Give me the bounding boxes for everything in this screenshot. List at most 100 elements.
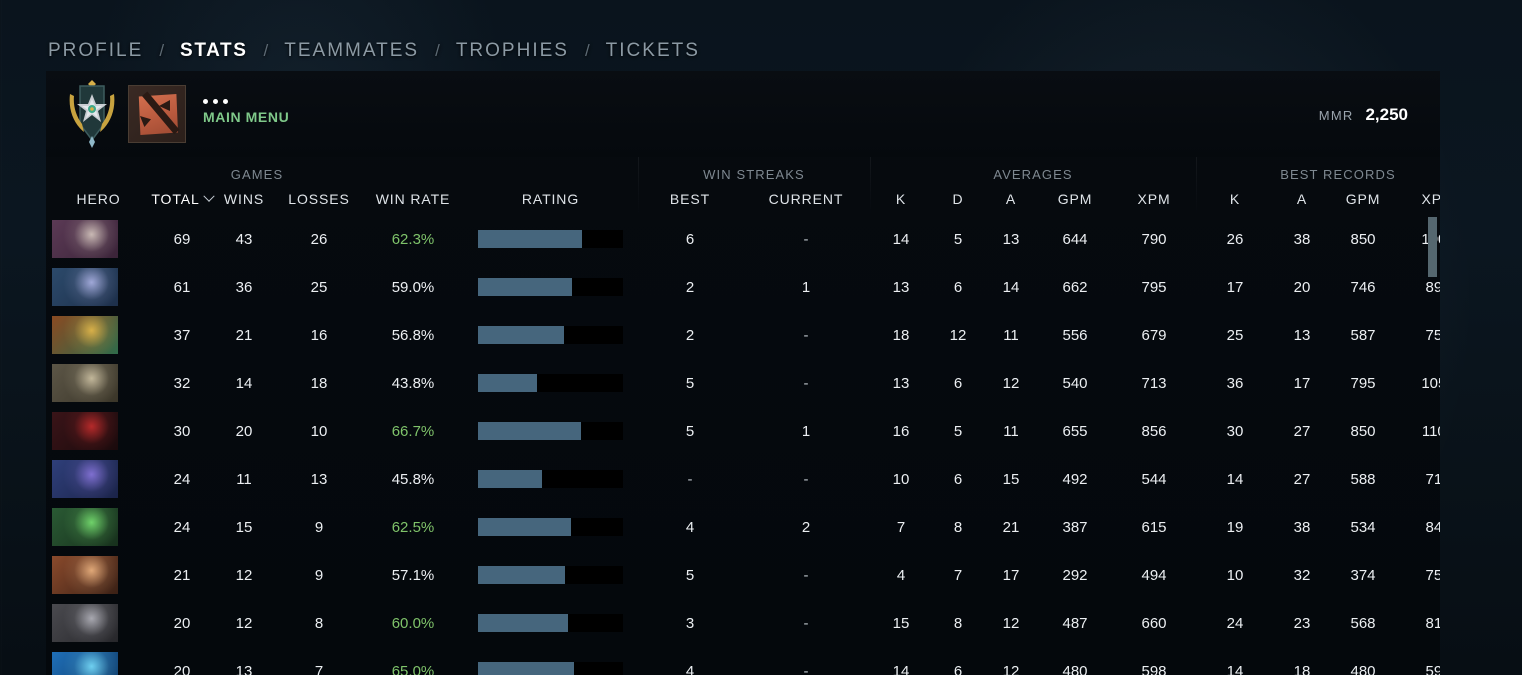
- main-menu-block[interactable]: MAIN MENU: [203, 99, 289, 125]
- hero-portrait[interactable]: [52, 220, 118, 258]
- rating-bar-fill: [478, 422, 581, 440]
- player-avatar[interactable]: [128, 85, 186, 143]
- column-header-label: RATING: [521, 191, 580, 207]
- rating-bar-fill: [478, 278, 573, 296]
- column-group-divider: [1196, 157, 1197, 215]
- table-row[interactable]: 32 14 18 43.8% 5 - 13 6 12 540 713 36 17 795 1055: [46, 359, 1440, 407]
- table-row[interactable]: 20 12 8 60.0% 3 - 15 8 12 487 660 24 23 568 817: [46, 599, 1440, 647]
- column-header-rec-a[interactable]: A: [1274, 183, 1330, 215]
- nav-item-stats[interactable]: STATS: [180, 40, 248, 61]
- group-header-win-streaks: WIN STREAKS: [703, 167, 805, 182]
- column-header-label: LOSSES: [288, 191, 350, 207]
- column-header-label: HERO: [76, 191, 121, 207]
- cell-avg-a: 13: [1002, 230, 1020, 248]
- column-header-rec-gpm[interactable]: GPM: [1330, 183, 1396, 215]
- cell-losses: 18: [310, 374, 328, 392]
- hero-portrait[interactable]: [52, 556, 118, 594]
- rating-bar-cell: [463, 470, 638, 488]
- rating-bar-fill: [478, 230, 583, 248]
- table-row[interactable]: 61 36 25 59.0% 2 1 13 6 14 662 795 17 20 746 893: [46, 263, 1440, 311]
- cell-rec-gpm: 534: [1350, 518, 1376, 536]
- cell-avg-xpm: 660: [1141, 614, 1167, 632]
- hero-portrait[interactable]: [52, 652, 118, 675]
- table-row[interactable]: 24 15 9 62.5% 4 2 7 8 21 387 615 19 38 534 849: [46, 503, 1440, 551]
- table-scrollbar-thumb[interactable]: [1428, 217, 1437, 277]
- column-header-rating[interactable]: RATING: [463, 183, 638, 215]
- cell-avg-k: 18: [892, 326, 910, 344]
- table-row[interactable]: 24 11 13 45.8% - - 10 6 15 492 544 14 27 588 718: [46, 455, 1440, 503]
- cell-total: 21: [173, 566, 191, 584]
- column-header-rec-xpm[interactable]: XPM: [1396, 183, 1440, 215]
- cell-rec-gpm: 587: [1350, 326, 1376, 344]
- cell-best: 4: [685, 662, 695, 675]
- column-header-avg-k[interactable]: K: [870, 183, 932, 215]
- column-header-wins[interactable]: WINS: [213, 183, 275, 215]
- nav-item-profile[interactable]: PROFILE: [48, 40, 144, 61]
- nav-item-tickets[interactable]: TICKETS: [605, 40, 700, 61]
- column-header-winrate[interactable]: WIN RATE: [363, 183, 463, 215]
- cell-rec-gpm: 850: [1350, 422, 1376, 440]
- hero-portrait[interactable]: [52, 316, 118, 354]
- more-options-icon[interactable]: [203, 99, 289, 104]
- rating-bar-cell: [463, 662, 638, 675]
- hero-portrait[interactable]: [52, 364, 118, 402]
- column-header-hero[interactable]: HERO: [46, 183, 151, 215]
- cell-avg-gpm: 644: [1062, 230, 1088, 248]
- column-header-losses[interactable]: LOSSES: [275, 183, 363, 215]
- column-header-avg-a[interactable]: A: [984, 183, 1038, 215]
- cell-rec-k: 17: [1226, 278, 1244, 296]
- cell-avg-k: 14: [892, 662, 910, 675]
- cell-current: -: [803, 566, 809, 584]
- column-header-best[interactable]: BEST: [638, 183, 742, 215]
- column-header-current[interactable]: CURRENT: [742, 183, 870, 215]
- cell-avg-k: 13: [892, 278, 910, 296]
- group-header-spacer: [46, 157, 151, 183]
- rating-bar-track: [478, 470, 623, 488]
- table-row[interactable]: 21 12 9 57.1% 5 - 4 7 17 292 494 10 32 374 751: [46, 551, 1440, 599]
- cell-losses: 7: [314, 662, 324, 675]
- hero-portrait[interactable]: [52, 268, 118, 306]
- cell-current: 1: [801, 422, 811, 440]
- cell-avg-d: 6: [953, 374, 963, 392]
- column-header-avg-gpm[interactable]: GPM: [1038, 183, 1112, 215]
- cell-rec-a: 20: [1293, 278, 1311, 296]
- hero-portrait[interactable]: [52, 508, 118, 546]
- cell-wins: 43: [235, 230, 253, 248]
- cell-rec-a: 18: [1293, 662, 1311, 675]
- column-header-label: CURRENT: [768, 191, 844, 207]
- cell-avg-xpm: 615: [1141, 518, 1167, 536]
- column-header-avg-d[interactable]: D: [932, 183, 984, 215]
- cell-avg-gpm: 292: [1062, 566, 1088, 584]
- hero-portrait[interactable]: [52, 604, 118, 642]
- cell-avg-a: 14: [1002, 278, 1020, 296]
- table-row[interactable]: 20 13 7 65.0% 4 - 14 6 12 480 598 14 18 480 598: [46, 647, 1440, 675]
- hero-portrait-cell: [46, 412, 151, 450]
- nav-item-teammates[interactable]: TEAMMATES: [284, 40, 420, 61]
- table-row[interactable]: 30 20 10 66.7% 5 1 16 5 11 655 856 30 27 850 1105: [46, 407, 1440, 455]
- table-row[interactable]: 37 21 16 56.8% 2 - 18 12 11 556 679 25 13 587 751: [46, 311, 1440, 359]
- cell-current: -: [803, 374, 809, 392]
- hero-portrait[interactable]: [52, 460, 118, 498]
- column-header-label: BEST: [669, 191, 711, 207]
- cell-avg-gpm: 480: [1062, 662, 1088, 675]
- rating-bar-fill: [478, 518, 571, 536]
- cell-rec-gpm: 480: [1350, 662, 1376, 675]
- cell-rec-gpm: 795: [1350, 374, 1376, 392]
- hero-portrait[interactable]: [52, 412, 118, 450]
- group-header-games: GAMES: [230, 167, 284, 182]
- column-header-rec-k[interactable]: K: [1196, 183, 1274, 215]
- cell-wins: 12: [235, 614, 253, 632]
- main-menu-label[interactable]: MAIN MENU: [203, 109, 290, 125]
- group-header-best-records: BEST RECORDS: [1280, 167, 1396, 182]
- cell-rec-k: 14: [1226, 662, 1244, 675]
- column-header-label: WIN RATE: [375, 191, 451, 207]
- rating-bar-track: [478, 326, 623, 344]
- column-header-total[interactable]: TOTAL: [151, 183, 215, 215]
- table-column-header-row: HERO TOTAL WINS LOSSES WIN RATE RATING BEST CUR…: [46, 183, 1440, 215]
- cell-total: 61: [173, 278, 191, 296]
- nav-item-trophies[interactable]: TROPHIES: [455, 40, 569, 61]
- cell-rec-xpm: 751: [1425, 326, 1440, 344]
- column-header-avg-xpm[interactable]: XPM: [1112, 183, 1196, 215]
- cell-best: 2: [685, 278, 695, 296]
